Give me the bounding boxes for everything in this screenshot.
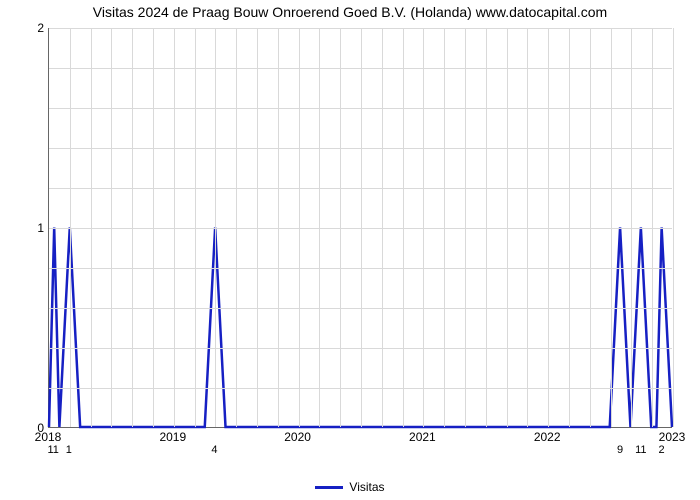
x-tick-label: 2019: [159, 430, 186, 444]
data-point-label: 4: [211, 444, 217, 456]
gridline-v: [444, 28, 445, 427]
gridline-v: [507, 28, 508, 427]
chart-container: Visitas 2024 de Praag Bouw Onroerend Goe…: [0, 0, 700, 500]
gridline-v: [652, 28, 653, 427]
gridline-v: [236, 28, 237, 427]
gridline-v: [340, 28, 341, 427]
gridline-v: [527, 28, 528, 427]
gridline-v: [215, 28, 216, 427]
gridline-v: [569, 28, 570, 427]
gridline-v: [299, 28, 300, 427]
gridline-v: [673, 28, 674, 427]
gridline-v: [278, 28, 279, 427]
data-point-label: 11: [47, 444, 58, 456]
gridline-v: [111, 28, 112, 427]
x-tick-label: 2023: [659, 430, 686, 444]
gridline-v: [403, 28, 404, 427]
gridline-v: [590, 28, 591, 427]
data-point-label: 2: [659, 444, 665, 456]
gridline-v: [611, 28, 612, 427]
gridline-v: [631, 28, 632, 427]
gridline-v: [153, 28, 154, 427]
x-tick-label: 2020: [284, 430, 311, 444]
x-tick-label: 2021: [409, 430, 436, 444]
legend-swatch: [315, 486, 343, 489]
gridline-v: [70, 28, 71, 427]
plot-area: [48, 28, 672, 428]
chart-title: Visitas 2024 de Praag Bouw Onroerend Goe…: [0, 4, 700, 20]
gridline-v: [382, 28, 383, 427]
gridline-v: [91, 28, 92, 427]
gridline-v: [319, 28, 320, 427]
legend: Visitas: [0, 479, 700, 494]
data-point-label: 9: [617, 444, 623, 456]
gridline-v: [195, 28, 196, 427]
gridline-v: [361, 28, 362, 427]
x-tick-label: 2022: [534, 430, 561, 444]
gridline-v: [423, 28, 424, 427]
data-point-label: 1: [66, 444, 72, 456]
legend-label: Visitas: [349, 480, 384, 494]
gridline-v: [465, 28, 466, 427]
data-point-label: 11: [635, 444, 646, 456]
gridline-v: [257, 28, 258, 427]
gridline-v: [174, 28, 175, 427]
gridline-v: [132, 28, 133, 427]
y-tick-label: 1: [4, 221, 44, 235]
y-tick-label: 2: [4, 21, 44, 35]
gridline-v: [548, 28, 549, 427]
gridline-v: [486, 28, 487, 427]
x-tick-label: 2018: [35, 430, 62, 444]
